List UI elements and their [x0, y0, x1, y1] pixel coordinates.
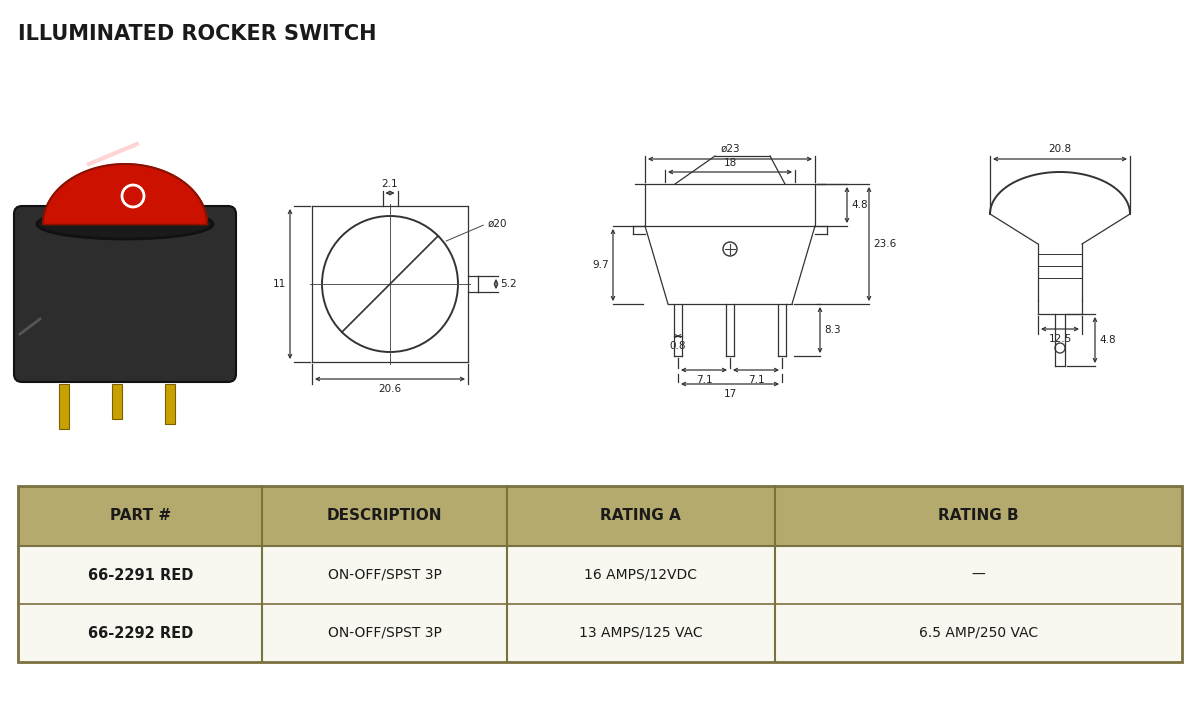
Text: 7.1: 7.1 [696, 375, 713, 385]
Text: RATING B: RATING B [938, 508, 1019, 523]
Bar [59, 384, 70, 429]
Bar [18, 546, 1182, 604]
Text: 4.8: 4.8 [1099, 335, 1116, 345]
Text: 17: 17 [724, 389, 737, 399]
Text: ø23: ø23 [720, 144, 740, 154]
Text: 5.2: 5.2 [500, 279, 517, 289]
Circle shape [1055, 343, 1066, 353]
Text: 66-2292 RED: 66-2292 RED [88, 626, 193, 641]
Text: DESCRIPTION: DESCRIPTION [326, 508, 443, 523]
Text: ON-OFF/SPST 3P: ON-OFF/SPST 3P [328, 568, 442, 582]
Text: 66-2291 RED: 66-2291 RED [88, 568, 193, 583]
Text: 4.8: 4.8 [851, 200, 868, 210]
Bar [18, 486, 1182, 546]
Text: 20.6: 20.6 [378, 384, 402, 394]
Text: 7.1: 7.1 [748, 375, 764, 385]
Text: ø20: ø20 [488, 219, 508, 229]
Bar [18, 604, 1182, 662]
Bar [112, 384, 122, 419]
Text: ON-OFF/SPST 3P: ON-OFF/SPST 3P [328, 626, 442, 640]
Bar [166, 384, 175, 424]
Ellipse shape [37, 209, 214, 239]
Text: RATING A: RATING A [600, 508, 682, 523]
Text: 16 AMPS/12VDC: 16 AMPS/12VDC [584, 568, 697, 582]
Circle shape [722, 242, 737, 256]
Text: 0.8: 0.8 [670, 341, 686, 351]
Text: 12.5: 12.5 [1049, 334, 1072, 344]
Text: PART #: PART # [109, 508, 170, 523]
Circle shape [322, 216, 458, 352]
Text: 6.5 AMP/250 VAC: 6.5 AMP/250 VAC [919, 626, 1038, 640]
FancyBboxPatch shape [14, 206, 236, 382]
Bar [18, 486, 1182, 662]
Text: 8.3: 8.3 [824, 325, 841, 335]
Text: 18: 18 [724, 158, 737, 168]
Text: 20.8: 20.8 [1049, 144, 1072, 154]
Text: 9.7: 9.7 [593, 260, 610, 270]
Text: 11: 11 [272, 279, 286, 289]
Text: —: — [972, 568, 985, 582]
Text: 2.1: 2.1 [382, 179, 398, 189]
Text: 23.6: 23.6 [874, 239, 896, 249]
Text: 13 AMPS/125 VAC: 13 AMPS/125 VAC [578, 626, 702, 640]
Text: ILLUMINATED ROCKER SWITCH: ILLUMINATED ROCKER SWITCH [18, 24, 377, 44]
Polygon shape [43, 164, 208, 224]
